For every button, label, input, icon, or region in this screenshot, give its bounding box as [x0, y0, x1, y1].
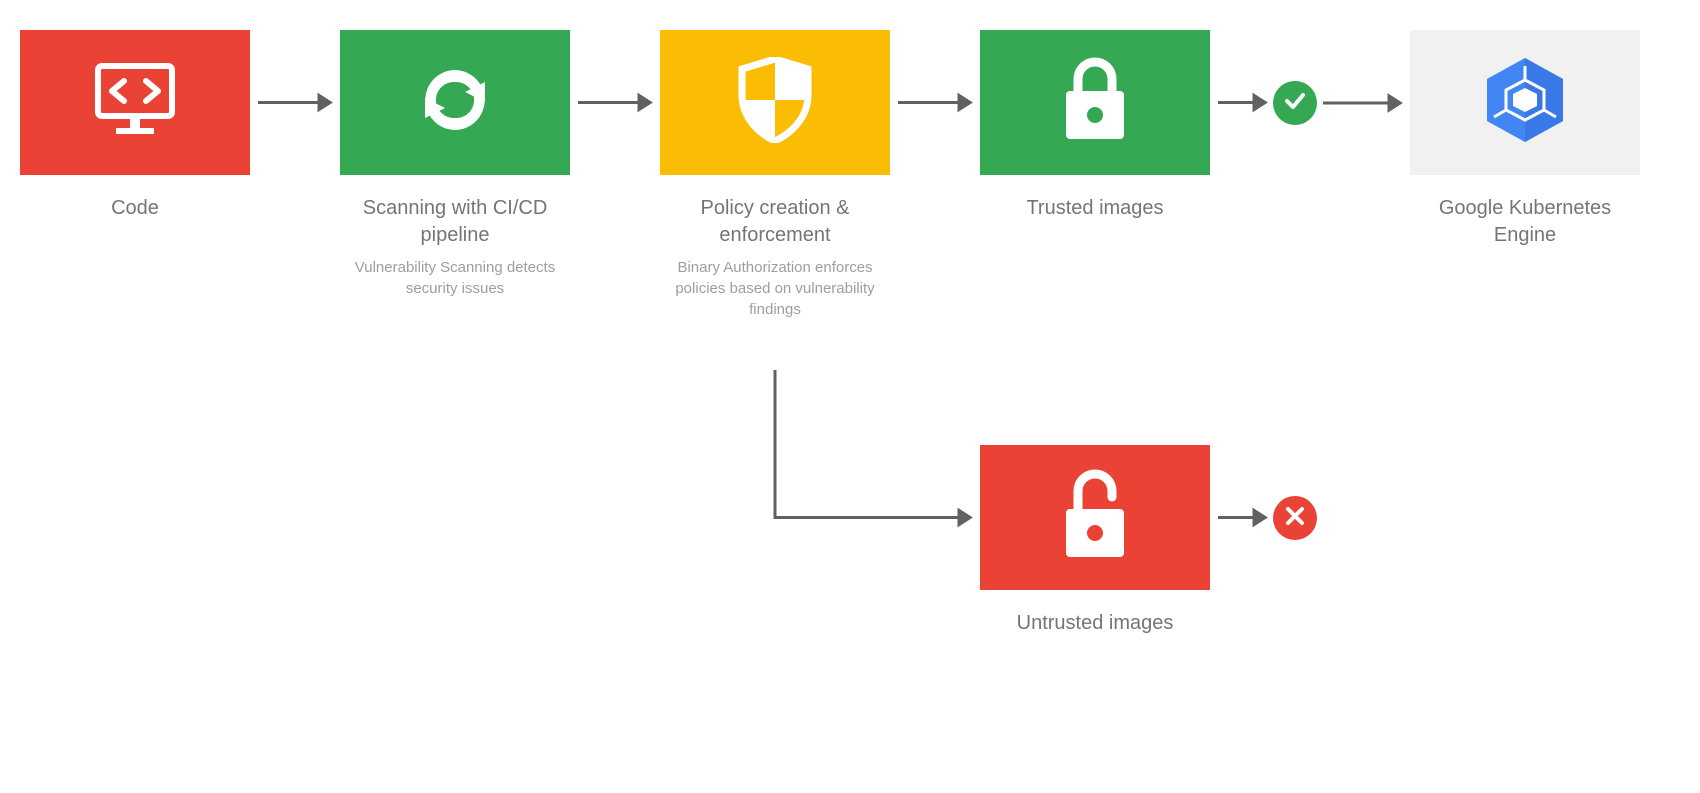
arrow	[0, 0, 1700, 793]
diagram-stage: Code Scanning with CI/CD pipelineVulnera…	[0, 0, 1700, 793]
